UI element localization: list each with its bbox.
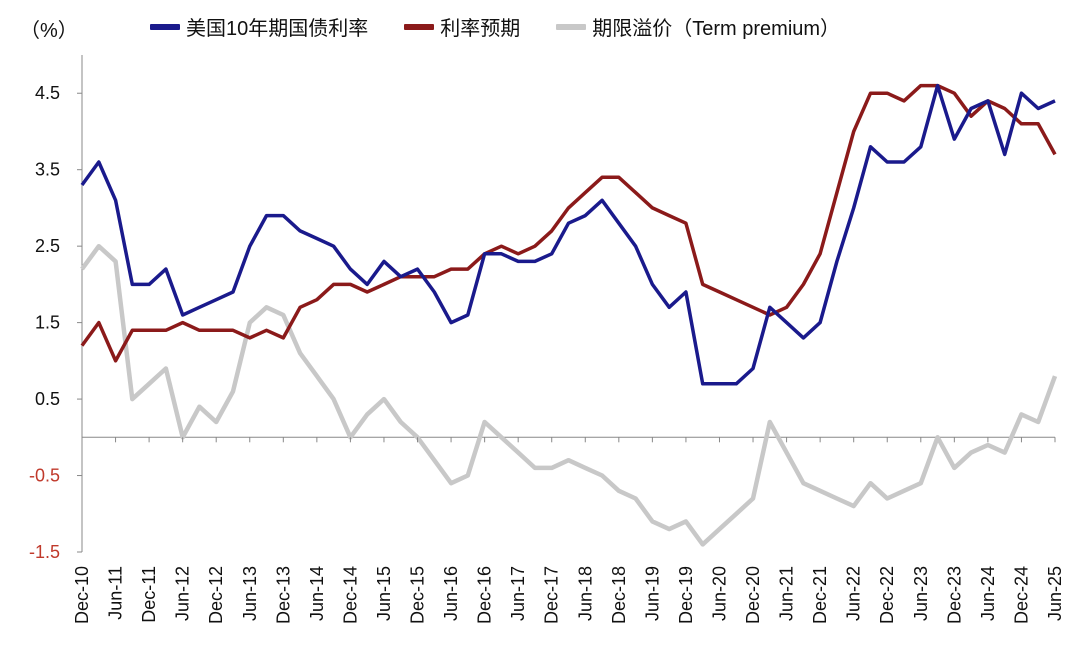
series-line-expectation (80, 83, 1057, 363)
x-tick-label: Jun-18 (575, 566, 595, 621)
x-tick-label: Dec-14 (340, 566, 360, 624)
y-axis-ticks: 4.5 3.5 2.5 1.5 0.5 -0.5 -1.5 (29, 83, 82, 562)
y-tick-label: 1.5 (35, 313, 60, 333)
y-tick-label: 0.5 (35, 389, 60, 409)
x-tick-label: Jun-24 (978, 566, 998, 621)
legend-swatch-term-premium (556, 23, 587, 30)
series-line-treasury (80, 83, 1056, 386)
x-tick-label: Jun-14 (307, 566, 327, 621)
y-tick-label: 4.5 (35, 83, 60, 103)
x-tick-label: Dec-11 (139, 566, 159, 623)
x-tick-label: Jun-11 (106, 566, 126, 620)
legend-label-treasury: 美国10年期国债利率 (186, 18, 369, 40)
legend-item-term-premium: 期限溢价（Term premium） (556, 12, 840, 41)
x-tick-label: Dec-19 (676, 566, 696, 624)
x-tick-label: Jun-21 (777, 566, 797, 621)
x-tick-label: Jun-25 (1045, 566, 1065, 621)
y-tick-label: -1.5 (29, 542, 60, 562)
x-tick-label: Jun-16 (441, 566, 461, 621)
x-tick-label: Dec-17 (542, 566, 562, 624)
x-tick-label: Dec-12 (206, 566, 226, 624)
x-tick-label: Jun-12 (173, 566, 193, 621)
x-tick-label: Dec-20 (743, 566, 763, 624)
y-tick-label: -0.5 (29, 466, 60, 486)
legend-label-expectation: 利率预期 (440, 18, 521, 40)
y-tick-label: 3.5 (35, 160, 60, 180)
legend-item-treasury: 美国10年期国债利率 (150, 12, 368, 41)
x-tick-label: Jun-19 (642, 566, 662, 621)
chart-legend: 美国10年期国债利率 利率预期 期限溢价（Term premium） (150, 12, 840, 41)
x-tick-label: Jun-17 (508, 566, 528, 621)
x-tick-label: Dec-10 (72, 566, 92, 624)
legend-swatch-treasury (150, 23, 180, 30)
x-tick-label: Dec-23 (944, 566, 964, 624)
x-tick-label: Jun-22 (844, 566, 864, 621)
x-tick-label: Jun-20 (709, 566, 729, 621)
x-tick-label: Jun-23 (911, 566, 931, 621)
x-tick-label: Jun-15 (374, 566, 394, 621)
x-tick-label: Dec-18 (609, 566, 629, 624)
y-axis-unit-label: （%） (20, 20, 78, 42)
y-tick-label: 2.5 (35, 236, 60, 256)
x-axis-ticks: Dec-10 Jun-11 Dec-11 Jun-12 Dec-12 Jun-13 Dec-… (72, 437, 1065, 624)
x-tick-label: Dec-16 (475, 566, 495, 624)
x-tick-label: Dec-22 (877, 566, 897, 624)
series-line-term-premium (80, 243, 1058, 547)
x-tick-label: Dec-24 (1011, 566, 1031, 624)
legend-swatch-expectation (404, 23, 435, 30)
x-tick-label: Jun-13 (240, 566, 260, 621)
x-tick-label: Dec-15 (408, 566, 428, 624)
x-tick-label: Dec-13 (273, 566, 293, 624)
chart-axes (81, 55, 1055, 552)
x-tick-label: Dec-21 (810, 566, 830, 624)
legend-item-expectation: 利率预期 (404, 12, 520, 41)
legend-label-term-premium: 期限溢价（Term premium） (592, 18, 841, 40)
chart-series-layer (80, 83, 1058, 547)
